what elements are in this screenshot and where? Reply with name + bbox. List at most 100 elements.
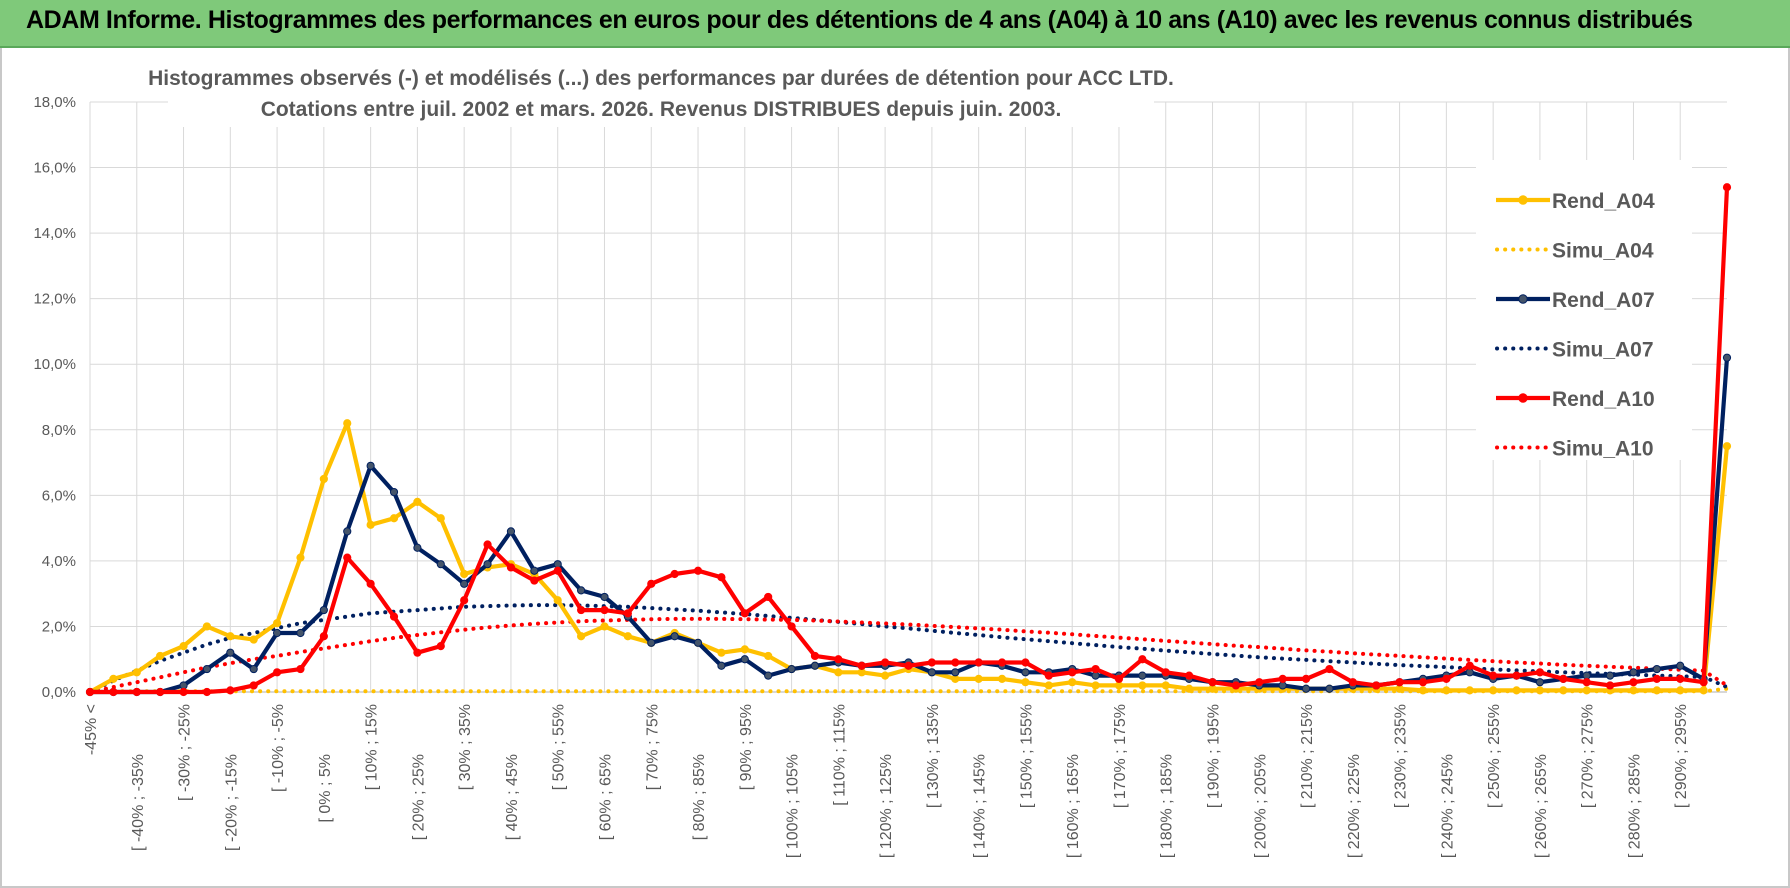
data-point: [1652, 674, 1661, 683]
data-point: [319, 632, 328, 641]
data-point: [1138, 671, 1147, 680]
data-point: [1044, 681, 1053, 690]
x-tick-label: [ 280% ; 285%: [1626, 754, 1643, 858]
x-tick-label: [ -30% ; -25%: [177, 704, 194, 801]
chart-title: Histogrammes observés (-) et modélisés (…: [148, 67, 1174, 90]
y-tick-label: 8,0%: [42, 422, 76, 439]
data-point: [1722, 442, 1732, 451]
x-tick-label: [ 200% ; 205%: [1252, 754, 1269, 858]
data-point: [366, 461, 375, 470]
data-point: [272, 628, 282, 638]
data-point: [1535, 668, 1545, 677]
data-point: [85, 687, 95, 697]
data-point: [1442, 686, 1451, 695]
x-tick-label: -45% <: [83, 704, 100, 755]
data-point: [1582, 686, 1591, 695]
data-point: [1325, 664, 1334, 674]
series-simu-a10: [88, 616, 1729, 694]
series-rend-a04: [85, 419, 1732, 697]
data-point: [553, 566, 562, 575]
x-tick-label: [ 110% ; 115%: [831, 704, 848, 806]
data-point: [1629, 668, 1638, 677]
legend-marker: [1518, 195, 1528, 205]
data-point: [577, 586, 586, 595]
data-point: [109, 687, 118, 697]
data-point: [202, 664, 212, 674]
data-point: [226, 632, 235, 641]
data-point: [1722, 353, 1732, 362]
legend-item: Simu_A04: [1495, 240, 1654, 263]
data-point: [202, 687, 212, 697]
data-point: [577, 632, 586, 641]
data-point: [1582, 678, 1591, 687]
data-point: [1629, 686, 1638, 695]
data-point: [810, 651, 820, 661]
data-point: [670, 569, 679, 579]
y-tick-label: 12,0%: [33, 291, 76, 308]
legend-marker: [1518, 393, 1528, 403]
x-tick-label: [ 160% ; 165%: [1065, 754, 1082, 858]
data-point: [600, 622, 609, 631]
series-line-simu-a04: [88, 686, 1729, 694]
data-point: [1652, 686, 1661, 695]
data-point: [1185, 684, 1194, 693]
data-point: [974, 658, 983, 667]
data-point: [530, 576, 539, 585]
data-point: [156, 651, 165, 661]
data-point: [1559, 674, 1568, 683]
data-point: [1465, 661, 1474, 670]
data-point: [389, 514, 399, 523]
x-tick-label: [ 50% ; 55%: [551, 704, 568, 790]
data-point: [1676, 674, 1685, 683]
x-tick-label: [ 70% ; 75%: [644, 704, 661, 790]
data-point: [366, 579, 375, 588]
data-point: [1535, 678, 1545, 687]
data-point: [553, 596, 562, 605]
data-point: [483, 540, 492, 549]
data-point: [1021, 658, 1030, 667]
data-point: [1652, 664, 1661, 674]
data-point: [1512, 671, 1521, 680]
data-point: [927, 658, 936, 667]
legend-marker: [1518, 294, 1528, 304]
x-tick-label: [ 270% ; 275%: [1580, 704, 1597, 808]
data-point: [1255, 678, 1264, 687]
legend-label: Simu_A04: [1552, 240, 1654, 263]
x-tick-label: [ 60% ; 65%: [597, 754, 614, 840]
y-tick-label: 4,0%: [42, 553, 76, 570]
y-tick-label: 10,0%: [33, 356, 76, 373]
x-tick-label: [ 170% ; 175%: [1112, 704, 1129, 808]
legend-item: Rend_A10: [1496, 388, 1655, 411]
data-point: [1605, 671, 1615, 680]
data-point: [623, 609, 632, 618]
data-point: [927, 668, 936, 677]
data-point: [249, 635, 258, 644]
data-point: [413, 497, 422, 506]
x-tick-label: [ 230% ; 235%: [1393, 704, 1410, 808]
data-point: [1489, 686, 1498, 695]
data-point: [1021, 678, 1030, 687]
data-point: [1395, 678, 1404, 687]
data-point: [904, 661, 913, 670]
data-point: [1138, 681, 1147, 690]
data-point: [226, 648, 235, 657]
data-point: [1091, 681, 1100, 690]
x-tick-label: [ 250% ; 255%: [1486, 704, 1503, 808]
data-point: [787, 664, 796, 674]
series-rend-a10: [85, 183, 1732, 697]
data-point: [483, 560, 492, 569]
series-line-simu-a07: [88, 603, 1729, 694]
legend-label: Rend_A10: [1552, 388, 1655, 411]
y-tick-label: 2,0%: [42, 618, 76, 635]
data-point: [1559, 686, 1568, 695]
data-point: [272, 668, 282, 677]
data-point: [1278, 674, 1287, 683]
data-point: [740, 645, 749, 654]
data-point: [1418, 686, 1428, 695]
data-point: [226, 686, 235, 695]
chart-series: [85, 183, 1732, 697]
data-point: [343, 527, 352, 536]
data-point: [460, 569, 469, 579]
data-point: [1114, 674, 1124, 683]
data-point: [179, 642, 188, 651]
